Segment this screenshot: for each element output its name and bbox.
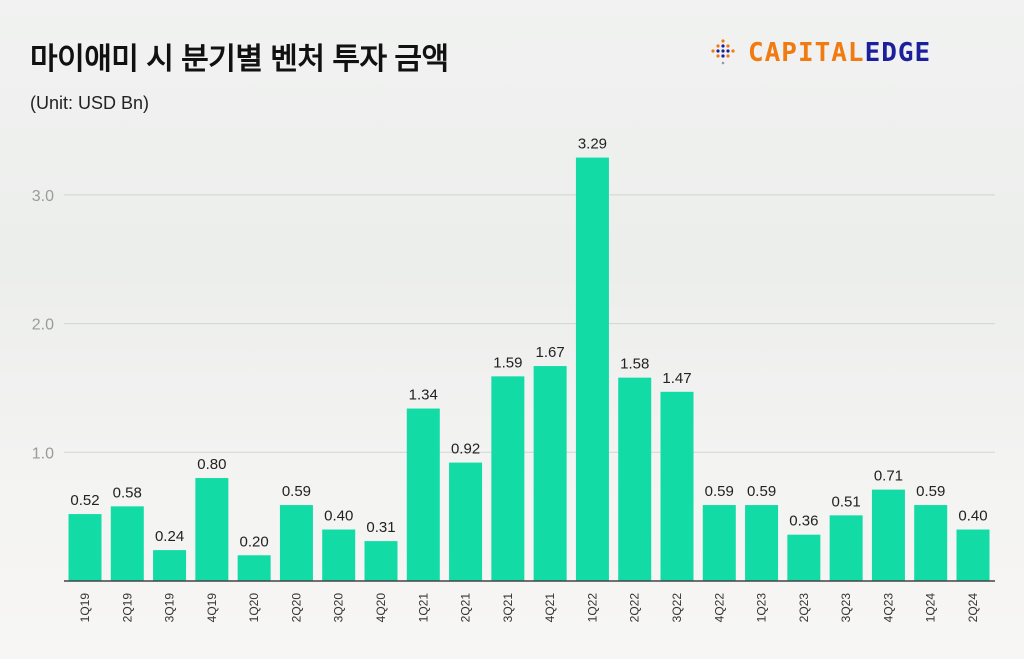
x-tick-label: 1Q24	[924, 593, 938, 623]
x-tick-label: 2Q19	[120, 593, 134, 623]
bar	[914, 505, 948, 581]
logo-diamond-icon	[711, 39, 735, 65]
x-tick-label: 1Q20	[247, 593, 261, 623]
data-label: 0.24	[155, 528, 184, 545]
bar	[575, 157, 609, 581]
x-tick-label: 4Q21	[543, 593, 557, 623]
x-tick-label: 1Q22	[585, 593, 599, 623]
bar	[618, 377, 652, 581]
data-label: 0.92	[451, 441, 480, 458]
data-label: 1.59	[493, 354, 522, 371]
x-tick-label: 1Q23	[755, 593, 769, 623]
x-tick-label: 1Q19	[78, 593, 92, 623]
bar	[702, 505, 736, 581]
chart-title: 마이애미 시 분기별 벤처 투자 금액	[30, 43, 449, 76]
data-label: 0.20	[240, 533, 269, 550]
x-tick-label: 3Q20	[332, 593, 346, 623]
data-label: 0.71	[874, 468, 903, 485]
x-tick-label: 2Q24	[966, 593, 980, 623]
x-tick-label: 4Q20	[374, 593, 388, 623]
data-label: 0.59	[282, 483, 311, 500]
data-label: 1.58	[620, 356, 649, 373]
unit-label: (Unit: USD Bn)	[30, 93, 150, 113]
bar	[449, 462, 483, 581]
x-tick-label: 2Q21	[459, 593, 473, 623]
y-tick-label: 3.0	[32, 188, 54, 205]
data-label: 0.40	[324, 508, 353, 525]
bar	[787, 534, 821, 581]
logo-text-capital: CAPITAL	[748, 38, 865, 68]
bar	[406, 408, 440, 581]
bar	[745, 505, 779, 581]
x-tick-label: 2Q23	[797, 593, 811, 623]
data-label: 0.40	[958, 508, 987, 525]
bar	[322, 529, 356, 581]
data-label: 0.59	[916, 483, 945, 500]
data-label: 0.52	[70, 492, 99, 509]
x-tick-label: 3Q19	[163, 593, 177, 623]
capitaledge-logo: CAPITALEDGE	[708, 38, 931, 68]
data-label: 1.34	[409, 387, 438, 404]
data-label: 0.36	[789, 513, 818, 530]
bar	[829, 515, 863, 581]
bar	[195, 478, 229, 581]
x-tick-label: 3Q21	[501, 593, 515, 623]
x-tick-label: 3Q22	[670, 593, 684, 623]
data-label: 1.47	[662, 370, 691, 387]
x-tick-label: 4Q23	[881, 593, 895, 623]
x-tick-label: 4Q22	[712, 593, 726, 623]
data-label: 1.67	[536, 344, 565, 361]
x-tick-label: 2Q20	[289, 593, 303, 623]
bar	[660, 391, 694, 581]
logo-text-edge: EDGE	[864, 38, 932, 68]
data-label: 0.31	[366, 519, 395, 536]
bar	[871, 489, 905, 581]
bar	[364, 541, 398, 581]
data-label: 0.59	[747, 483, 776, 500]
data-label: 0.80	[197, 456, 226, 473]
data-label: 3.29	[578, 136, 607, 153]
data-label: 0.59	[705, 483, 734, 500]
x-tick-label: 3Q23	[839, 593, 853, 623]
x-tick-label: 1Q21	[416, 593, 430, 623]
y-tick-label: 1.0	[32, 445, 54, 462]
bar	[110, 506, 144, 581]
bar	[279, 505, 313, 581]
x-tick-label: 4Q19	[205, 593, 219, 623]
bar	[956, 529, 990, 581]
x-tick-label: 2Q22	[628, 593, 642, 623]
bar	[491, 376, 525, 581]
bar	[153, 550, 187, 581]
data-label: 0.58	[113, 484, 142, 501]
bar	[237, 555, 271, 581]
y-tick-label: 2.0	[32, 317, 54, 334]
data-label: 0.51	[832, 493, 861, 510]
bar	[68, 514, 102, 581]
bar	[533, 366, 567, 581]
